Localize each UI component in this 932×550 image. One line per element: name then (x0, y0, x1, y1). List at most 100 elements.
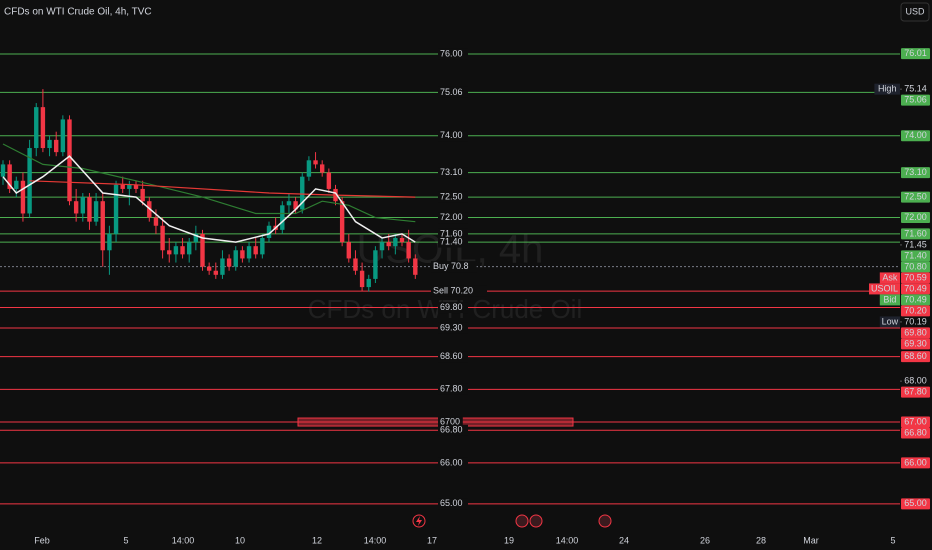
candle-body (107, 233, 112, 251)
event-icon (416, 516, 422, 526)
level-label: 72.50 (440, 191, 463, 201)
candle-body (313, 160, 318, 165)
candle-body (260, 238, 265, 255)
candle-body (200, 233, 205, 267)
price-tag-label: 67.00 (904, 416, 927, 426)
candle-body (326, 172, 332, 189)
candle-body (173, 246, 179, 255)
candle-body (399, 238, 405, 243)
price-tag-label: 65.00 (904, 498, 927, 508)
candle-body (153, 217, 159, 226)
candle-body (193, 233, 199, 243)
candle-body (233, 250, 238, 267)
level-label-bg (431, 285, 487, 297)
candle-body (226, 258, 232, 267)
candle-body (160, 225, 165, 251)
chart-title: CFDs on WTI Crude Oil, 4h, TVC (4, 7, 152, 18)
price-tag-label: 70.49 (904, 294, 927, 304)
candle-body (0, 164, 6, 177)
level-label-bg (438, 351, 468, 363)
level-label-bg (438, 48, 468, 60)
price-tag (901, 386, 930, 398)
level-label-bg (431, 261, 477, 273)
price-tag-label: 67.80 (904, 387, 927, 397)
price-tag (901, 250, 930, 262)
time-axis: Feb 5 14:00 10 12 14:00 17 19 14:00 24 26 28 Mar 5 (34, 535, 895, 545)
level-label: 73.10 (440, 167, 463, 177)
price-tag-name-bg (879, 316, 900, 328)
price-tag-label: 71.40 (904, 250, 927, 260)
price-tag-label: 76.01 (904, 48, 927, 58)
level-label: 71.40 (440, 236, 463, 246)
candle-body (133, 184, 139, 189)
candle-body (366, 278, 371, 288)
event-icons (412, 514, 612, 528)
level-label: 76.00 (440, 48, 463, 58)
level-label-bg (438, 322, 468, 334)
price-tag (901, 457, 930, 469)
candle-body (80, 197, 85, 214)
price-tag-label: 68.60 (904, 351, 927, 361)
currency-button[interactable] (900, 2, 930, 22)
candle-body (14, 180, 19, 189)
price-tag (901, 191, 930, 203)
level-label-bg (438, 228, 468, 240)
time-label: 24 (619, 535, 629, 545)
candle-body (266, 225, 272, 239)
candle-body (359, 270, 365, 288)
currency[interactable]: USD (905, 6, 925, 16)
level-label: 72.00 (440, 212, 463, 222)
candle-body (100, 201, 105, 251)
price-tag (901, 48, 930, 60)
price-tag-label: 75.06 (904, 95, 927, 105)
candle-body (7, 164, 12, 189)
candle-body (393, 238, 398, 247)
price-tag (901, 327, 930, 339)
event-icon[interactable] (529, 514, 543, 528)
time-label: Feb (34, 535, 50, 545)
level-label: 69.30 (440, 322, 463, 332)
event-icon[interactable] (412, 514, 426, 528)
price-tag-label: 70.19 (904, 316, 927, 326)
level-label-bg (438, 498, 468, 510)
level-label-bg (438, 167, 468, 179)
price-tag-label: 72.00 (904, 212, 927, 222)
price-tag (901, 294, 930, 306)
candle-body (240, 250, 245, 259)
price-tag (901, 427, 930, 439)
price-tag-label: 69.80 (904, 327, 927, 337)
time-label: 12 (312, 535, 322, 545)
candle-body (140, 188, 145, 202)
level-label: 68.60 (440, 351, 463, 361)
candle-body (20, 180, 26, 214)
event-icon[interactable] (598, 514, 612, 528)
event-icon[interactable] (515, 514, 529, 528)
price-tag-label: 70.80 (904, 261, 927, 271)
candle-body (213, 270, 218, 275)
price-tag (901, 167, 930, 179)
candle-body (379, 242, 385, 251)
price-tag-label: 69.30 (904, 338, 927, 348)
candle-body (180, 246, 185, 255)
price-tag-label: 68.00 (904, 376, 927, 386)
price-tag (901, 212, 930, 224)
level-label: 6700 (440, 416, 460, 426)
candle-body (27, 148, 32, 214)
level-label-bg (438, 236, 468, 248)
price-tag (901, 305, 930, 317)
level-label-bg (438, 383, 468, 395)
price-tag (901, 283, 930, 295)
level-label: Sell 70.20 (433, 286, 473, 296)
candle-body (120, 184, 125, 189)
candle-body (253, 246, 258, 255)
candle-body (87, 197, 92, 222)
price-axis: 76.01 75.14 High 75.06 74.00 73.10 72.50 72.00 7… (869, 48, 930, 510)
time-label: 19 (504, 535, 514, 545)
price-tag-label: 73.10 (904, 167, 927, 177)
candle-body (67, 119, 72, 202)
time-label: 14:00 (172, 535, 195, 545)
plot (0, 89, 418, 292)
candle-body (386, 242, 391, 247)
price-tag-label: 74.00 (904, 130, 927, 140)
price-tag-name: USOIL (871, 283, 898, 293)
